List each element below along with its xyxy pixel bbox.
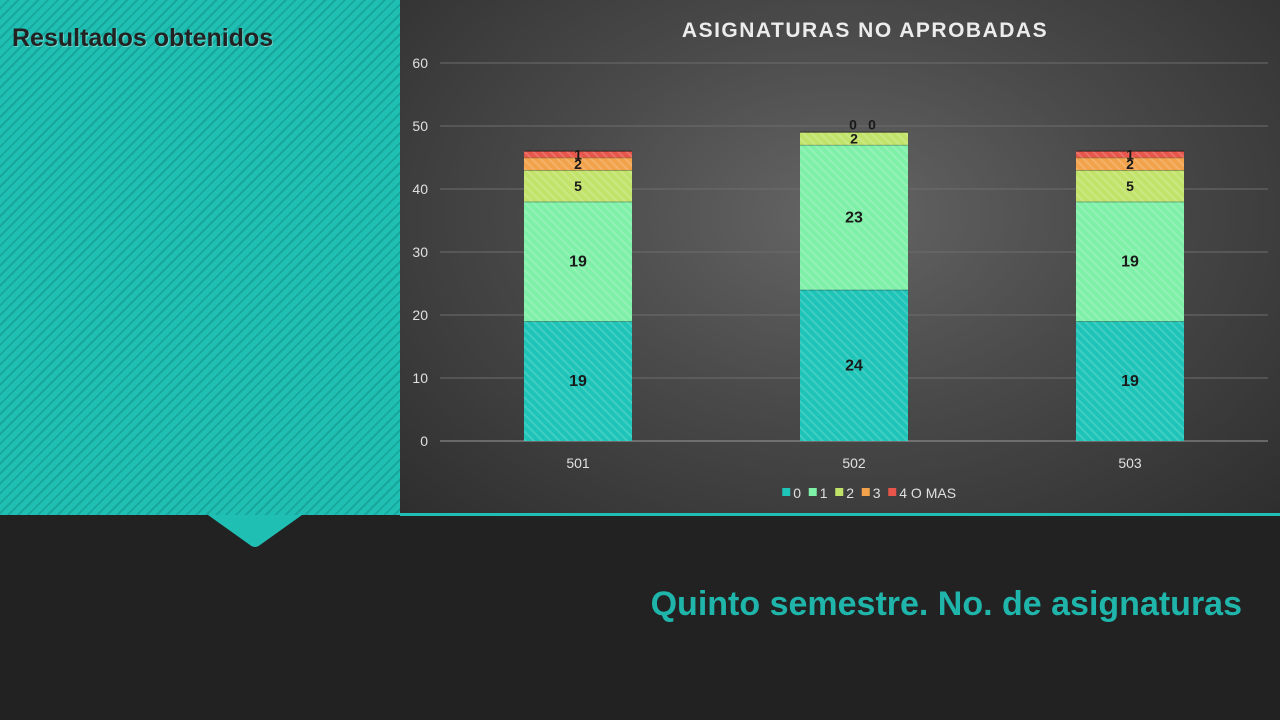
bar-segment-hatch [1076,157,1184,171]
legend-label: 1 [820,485,828,501]
legend-item: 3 [861,485,881,501]
bar-segment-hatch [1076,201,1184,322]
y-tick-label: 60 [412,55,428,71]
y-tick-label: 40 [412,181,428,197]
data-label: 2 [850,131,858,147]
bar-segment-hatch [800,144,908,290]
legend-swatch [888,488,897,496]
legend-item: 0 [782,485,801,501]
data-label: 0 [849,116,857,132]
data-label: 2 [574,156,582,172]
chart-title: ASIGNATURAS NO APROBADAS [682,19,1048,42]
y-tick-label: 10 [412,370,428,386]
legend-label: 3 [873,485,881,501]
bar-segment-hatch [800,132,908,145]
data-label: 5 [1126,178,1134,194]
y-tick-label: 0 [420,433,428,449]
bar-segment-hatch [800,289,908,441]
data-label: 5 [574,178,582,194]
legend-item: 1 [808,485,828,501]
x-tick-label: 501 [566,455,590,471]
x-tick-label: 503 [1118,455,1142,471]
bar-segment-hatch [1076,151,1184,158]
bar-segment-hatch [1076,170,1184,202]
legend-swatch [861,488,870,496]
data-label: 23 [845,209,863,226]
bar-segment-hatch [1076,321,1184,441]
bar-segment-hatch [524,157,632,171]
legend-item: 4 O MAS [888,485,956,501]
bar-segment-hatch [524,201,632,322]
bar-segment-hatch [524,151,632,158]
legend-label: 0 [793,485,801,501]
divider-line [400,513,1280,516]
section-title: Resultados obtenidos [12,24,274,52]
legend-label: 2 [846,485,854,501]
data-label: 0 [868,116,876,132]
y-tick-label: 50 [412,118,428,134]
x-tick-label: 502 [842,455,866,471]
data-label: 19 [569,373,587,390]
y-tick-label: 30 [412,244,428,260]
pointer-arrow [208,515,302,547]
legend-swatch [782,488,791,496]
data-label: 19 [1121,373,1139,390]
legend-item: 2 [835,485,854,501]
data-label: 2 [1126,156,1134,172]
legend-swatch [808,488,817,496]
chart-panel: ASIGNATURAS NO APROBADAS 19 19 5 2 1 24 23 2 0 0 1… [400,0,1280,513]
data-label: 19 [569,253,587,270]
data-label: 1 [1126,146,1134,162]
data-label: 24 [845,357,863,374]
legend-swatch [835,488,844,496]
legend-label: 4 O MAS [899,485,956,501]
y-tick-label: 20 [412,307,428,323]
bar-segment-hatch [524,321,632,441]
data-label: 1 [574,146,582,162]
slide-subtitle: Quinto semestre. No. de asignaturas [650,585,1242,623]
bar-segment-hatch [524,170,632,202]
left-panel: Resultados obtenidos [0,0,400,515]
data-label: 19 [1121,253,1139,270]
